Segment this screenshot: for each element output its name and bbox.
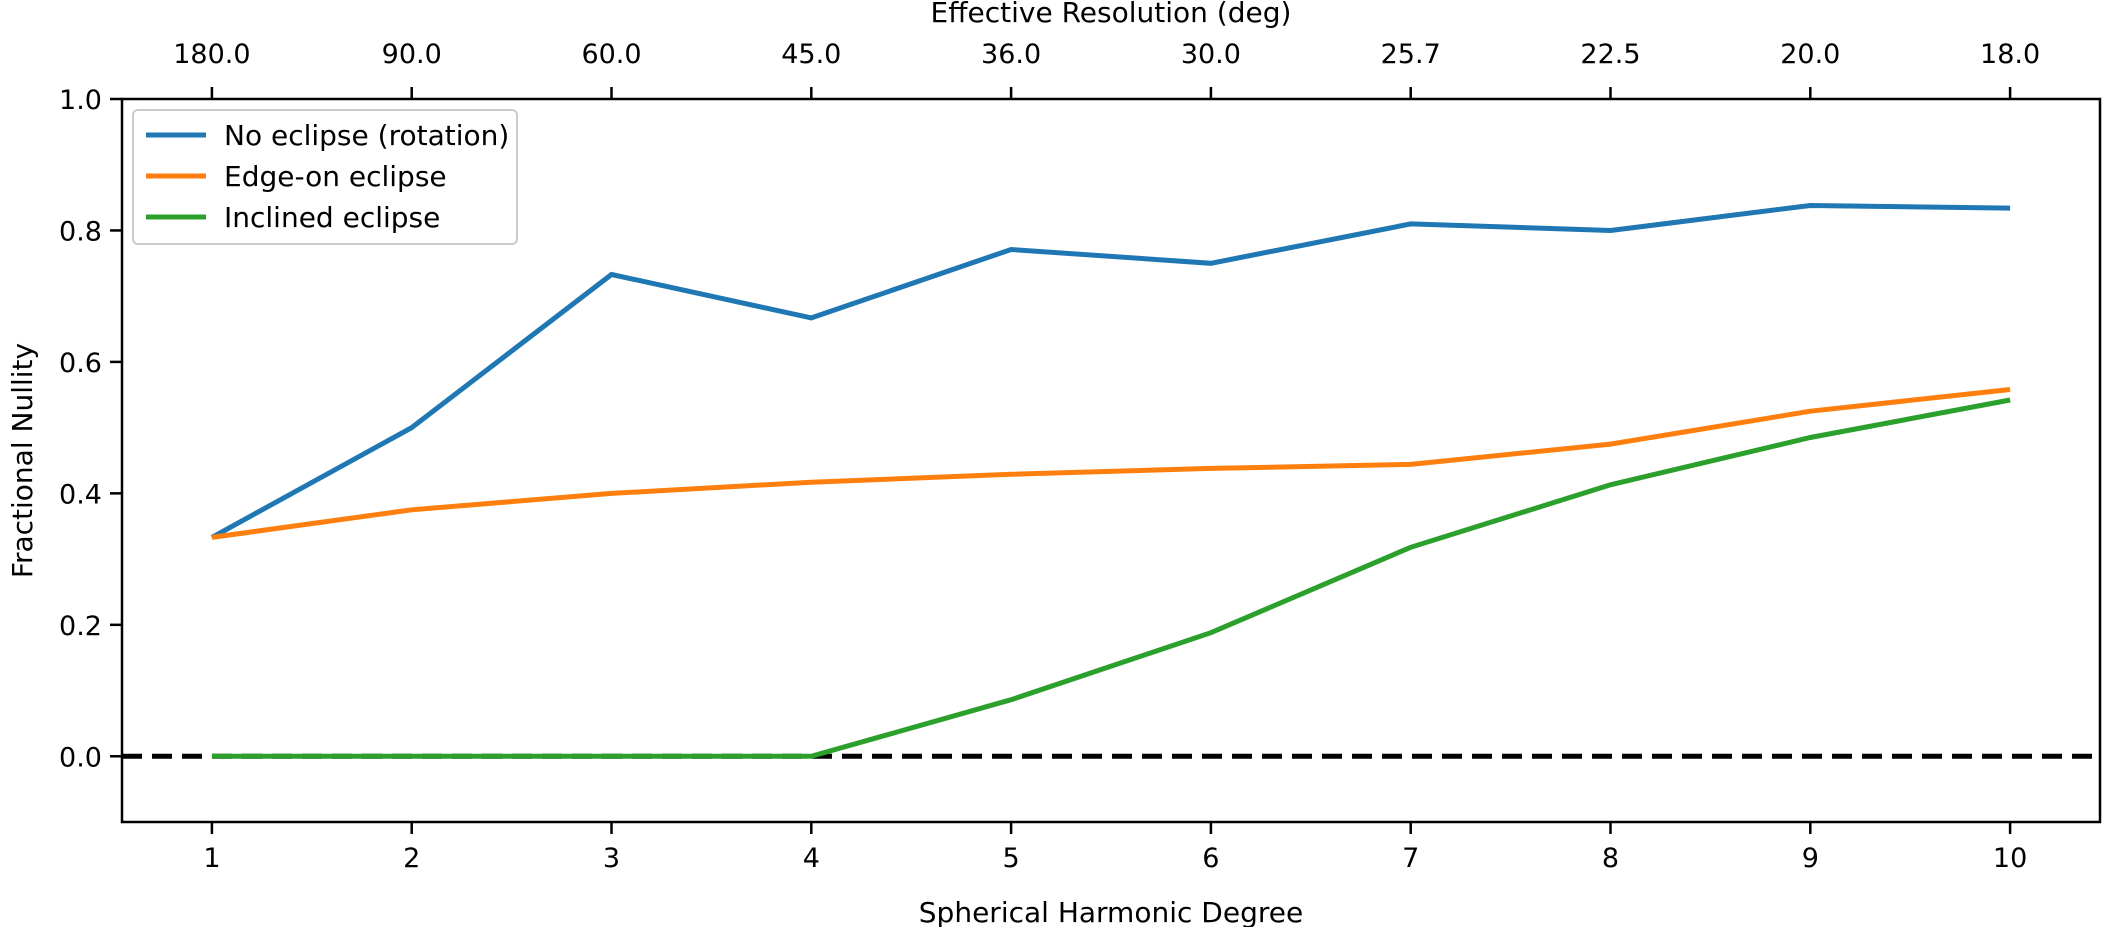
- top-x-tick-label-4: 45.0: [781, 39, 841, 70]
- legend-box: [132, 109, 518, 245]
- plot-frame: [120, 97, 2102, 824]
- top-x-tick-label-7: 25.7: [1381, 39, 1441, 70]
- top-x-axis-label: Effective Resolution (deg): [931, 0, 1292, 29]
- top-x-tick-label-2: 90.0: [382, 39, 442, 70]
- x-tick-label-8: 8: [1602, 843, 1619, 874]
- x-tick-label-2: 2: [403, 843, 420, 874]
- legend-label-1: No eclipse (rotation): [224, 119, 509, 152]
- legend-label-2: Edge-on eclipse: [224, 160, 447, 193]
- x-tick-label-4: 4: [803, 843, 820, 874]
- top-x-tick-label-10: 18.0: [1980, 39, 2040, 70]
- top-x-tick-label-8: 22.5: [1580, 39, 1640, 70]
- x-tick-label-10: 10: [1993, 843, 2027, 874]
- y-tick-label-6: 1.0: [59, 85, 102, 116]
- x-tick-label-5: 5: [1003, 843, 1020, 874]
- series-line-3: [211, 397, 2011, 759]
- y-tick-label-5: 0.8: [59, 216, 102, 247]
- y-tick-label-3: 0.4: [59, 479, 102, 510]
- y-tick-label-4: 0.6: [59, 348, 102, 379]
- x-axis-label: Spherical Harmonic Degree: [919, 896, 1303, 927]
- legend-label-3: Inclined eclipse: [224, 201, 440, 234]
- series-line-2: [211, 387, 2011, 540]
- x-tick-label-9: 9: [1802, 843, 1819, 874]
- top-x-tick-label-9: 20.0: [1780, 39, 1840, 70]
- top-x-axis: 180.0 90.0 60.0 45.0 36.0 30.0 25.7 22.5 20.0 18.…: [173, 39, 2040, 99]
- series-line-1: [210, 202, 2011, 540]
- x-tick-label-6: 6: [1202, 843, 1219, 874]
- top-x-tick-label-1: 180.0: [173, 39, 250, 70]
- x-tick-label-7: 7: [1402, 843, 1419, 874]
- legend: No eclipse (rotation) Edge-on eclipse Incl…: [132, 109, 518, 245]
- series-layer: [210, 202, 2011, 759]
- top-x-tick-label-5: 36.0: [981, 39, 1041, 70]
- y-tick-label-1: 0.0: [59, 742, 102, 773]
- bottom-x-axis: 1 2 3 4 5 6 7 8 9 10: [203, 822, 2027, 874]
- y-tick-label-2: 0.2: [59, 611, 102, 642]
- y-axis-label: Fractional Nullity: [6, 343, 39, 578]
- x-tick-label-3: 3: [603, 843, 620, 874]
- top-x-tick-label-3: 60.0: [581, 39, 641, 70]
- top-x-tick-label-6: 30.0: [1181, 39, 1241, 70]
- y-axis: 0.0 0.2 0.4 0.6 0.8 1.0: [59, 85, 122, 773]
- x-tick-label-1: 1: [203, 843, 220, 874]
